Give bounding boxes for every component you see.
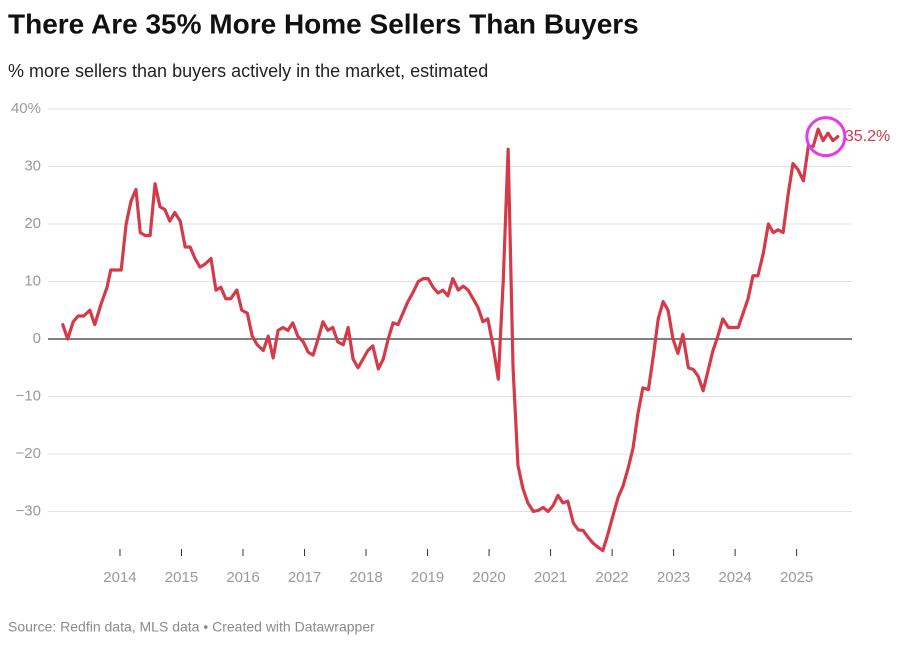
y-tick-label: −20	[16, 445, 41, 462]
x-tick-label: 2020	[472, 569, 505, 586]
x-tick-label: 2021	[534, 569, 567, 586]
y-tick-label: −30	[16, 502, 41, 519]
y-tick-label: −10	[16, 387, 41, 404]
x-tick-label: 2017	[288, 569, 321, 586]
data-line	[61, 127, 840, 553]
grid: 40% 30 20 10 0 −10 −20 −30 2014 2015 2016 2017 2018 2…	[11, 100, 852, 586]
y-tick-label: 0	[33, 330, 41, 347]
y-tick-label: 10	[24, 272, 41, 289]
x-tick-label: 2023	[657, 569, 690, 586]
x-tick-label: 2015	[165, 569, 198, 586]
chart-title: There Are 35% More Home Sellers Than Buy…	[8, 8, 639, 39]
x-tick-label: 2019	[411, 569, 444, 586]
value-label: 35.2%	[845, 128, 890, 145]
x-tick-label: 2022	[595, 569, 628, 586]
y-tick-label: 30	[24, 157, 41, 174]
x-tick-label: 2016	[226, 569, 259, 586]
x-tick-label: 2024	[718, 569, 751, 586]
y-tick-label: 20	[24, 215, 41, 232]
x-tick-label: 2025	[780, 569, 813, 586]
highlight-circle	[805, 116, 847, 158]
source-note: Source: Redfin data, MLS data • Created …	[8, 619, 375, 635]
plot-area: 35.2%	[61, 116, 890, 553]
y-tick-label: 40%	[11, 100, 41, 117]
chart-subtitle: % more sellers than buyers actively in t…	[8, 61, 488, 81]
x-tick-label: 2014	[103, 569, 136, 586]
x-tick-label: 2018	[349, 569, 382, 586]
